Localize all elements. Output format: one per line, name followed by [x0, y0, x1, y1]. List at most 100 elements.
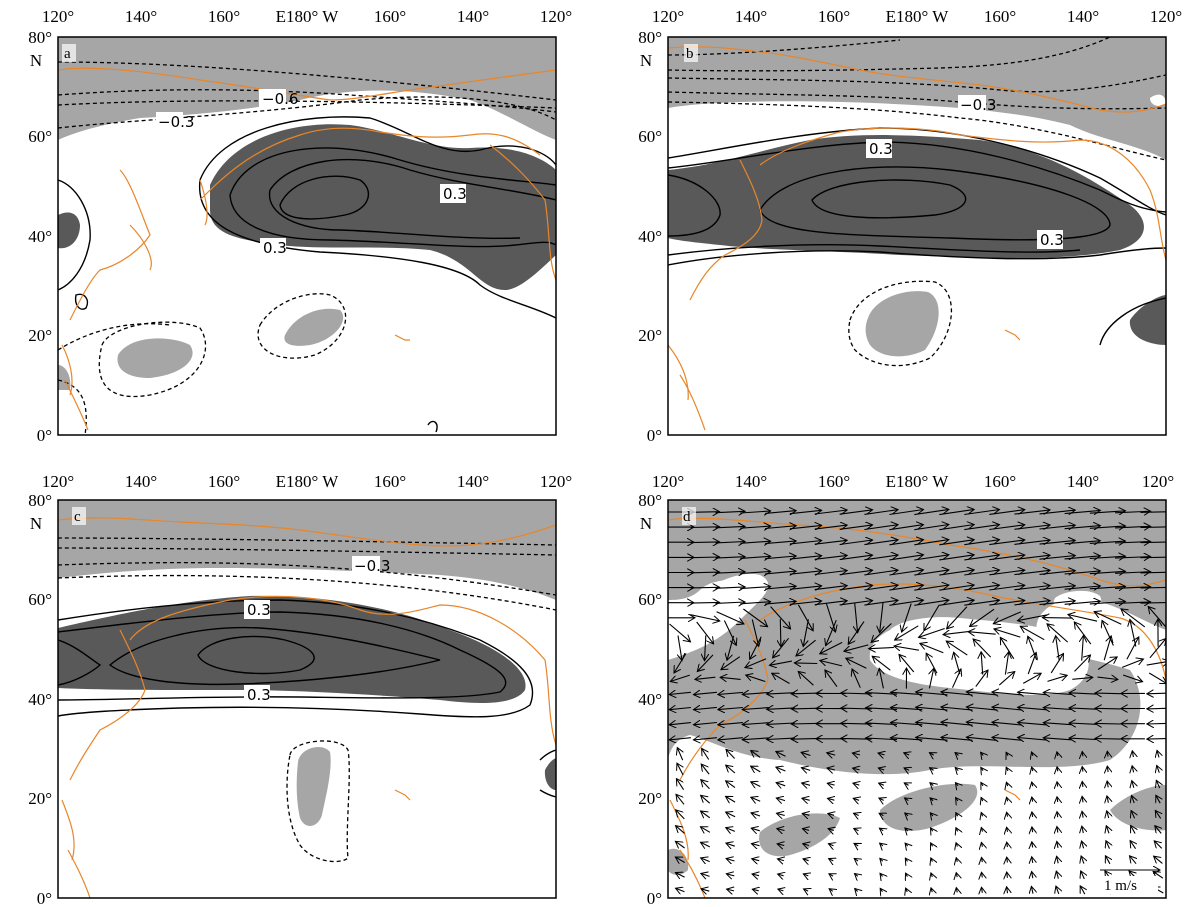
wind-vector [1132, 781, 1134, 788]
wind-vector [981, 782, 983, 786]
wind-vector [895, 625, 919, 640]
panel-b-frame [667, 36, 1167, 436]
wind-vector [919, 627, 945, 638]
wind-vector [1089, 602, 1126, 604]
wind-vector [726, 749, 735, 759]
panel-d-wind-vectors [668, 509, 1166, 894]
wind-vector [1131, 811, 1135, 819]
wind-vector [1020, 626, 1045, 641]
wind-vector [669, 738, 691, 740]
wind-vector [801, 768, 811, 771]
wind-vector [914, 525, 949, 531]
wind-vector [1102, 620, 1114, 646]
wind-vector [1014, 555, 1050, 561]
wind-vector [718, 723, 743, 725]
wind-vector [751, 844, 760, 846]
wind-vector [1039, 540, 1076, 544]
wind-vector [814, 510, 848, 514]
wind-vector [880, 888, 882, 891]
wind-vector [678, 635, 682, 661]
wind-vector [1014, 586, 1050, 590]
wind-vector [930, 768, 934, 771]
axis-labels: 120° 140° 160° E180° W 160° 140° 120° 12… [28, 7, 1182, 907]
wind-vector [1082, 752, 1083, 757]
wind-vector [1107, 781, 1108, 787]
wind-vector [951, 669, 962, 688]
x-tick-label: 160° [984, 472, 1016, 491]
wind-vector [1089, 586, 1126, 588]
x-tick-label: 120° [652, 7, 684, 26]
wind-vector [726, 781, 736, 788]
wind-vector [727, 889, 734, 891]
wind-vector [701, 764, 710, 775]
x-tick-label: 160° [208, 7, 240, 26]
wind-vector [740, 526, 770, 528]
panel-a-contours [58, 61, 556, 435]
wind-vector [981, 752, 984, 755]
wind-vector [1156, 780, 1159, 788]
wind-vector [1007, 857, 1008, 862]
panel-a-contour-label: −0.3 [158, 113, 194, 131]
wind-vector [1132, 796, 1135, 804]
wind-vector [693, 738, 717, 740]
wind-vector [905, 798, 909, 801]
panel-a-label: a [64, 46, 71, 62]
wind-vector [726, 812, 736, 817]
wind-vector [1095, 693, 1121, 694]
wind-vector [1039, 601, 1076, 605]
wind-vector [718, 708, 743, 710]
wind-vector [705, 635, 706, 660]
wind-vector [1115, 587, 1151, 589]
wind-vector [1121, 609, 1146, 628]
wind-vector [1140, 601, 1166, 604]
wind-vector [701, 858, 710, 862]
wind-vector [751, 766, 761, 772]
wind-vector [914, 585, 949, 591]
y-tick-label: 80° [28, 28, 52, 47]
wind-vector [864, 570, 898, 576]
wind-vector [697, 654, 714, 672]
wind-vector [1074, 655, 1091, 672]
wind-vector [1154, 841, 1163, 849]
wind-vector [789, 556, 822, 559]
wind-vector [746, 675, 766, 683]
wind-vector [1057, 752, 1058, 756]
wind-vector [677, 763, 683, 776]
panel-b-label: b [686, 46, 694, 62]
wind-vector [1057, 827, 1058, 833]
wind-vector [814, 601, 848, 605]
wind-vector [798, 671, 814, 686]
wind-vector [906, 888, 908, 892]
wind-vector [970, 608, 995, 626]
wind-vector [777, 859, 784, 861]
wind-vector [1064, 571, 1101, 574]
north-label: N [30, 514, 42, 533]
wind-vector [690, 614, 720, 621]
wind-vector [964, 585, 999, 591]
x-tick-label: E180° W [276, 472, 340, 491]
wind-vector [982, 872, 983, 877]
wind-vector [1007, 872, 1008, 878]
wind-vector [854, 858, 858, 861]
wind-vector [955, 768, 958, 771]
wind-vector [745, 658, 767, 668]
wind-vector [1032, 782, 1033, 786]
x-tick-label: 120° [1142, 472, 1174, 491]
wind-vector [802, 783, 811, 785]
y-tick-label: 20° [28, 326, 52, 345]
wind-vector [1121, 659, 1143, 668]
wind-vector [767, 708, 795, 709]
wind-vector [715, 511, 746, 512]
wind-vector [1115, 542, 1151, 544]
wind-vector [777, 829, 785, 831]
wind-vector [676, 826, 685, 834]
wind-vector [814, 555, 848, 559]
wind-vector [1064, 526, 1101, 529]
wind-vector [880, 858, 883, 861]
wind-vector [676, 779, 685, 790]
wind-vector [1064, 586, 1101, 589]
wind-vector [914, 600, 949, 606]
wind-vector [1007, 827, 1008, 832]
wind-vector [981, 797, 983, 801]
wind-vector [676, 794, 685, 805]
